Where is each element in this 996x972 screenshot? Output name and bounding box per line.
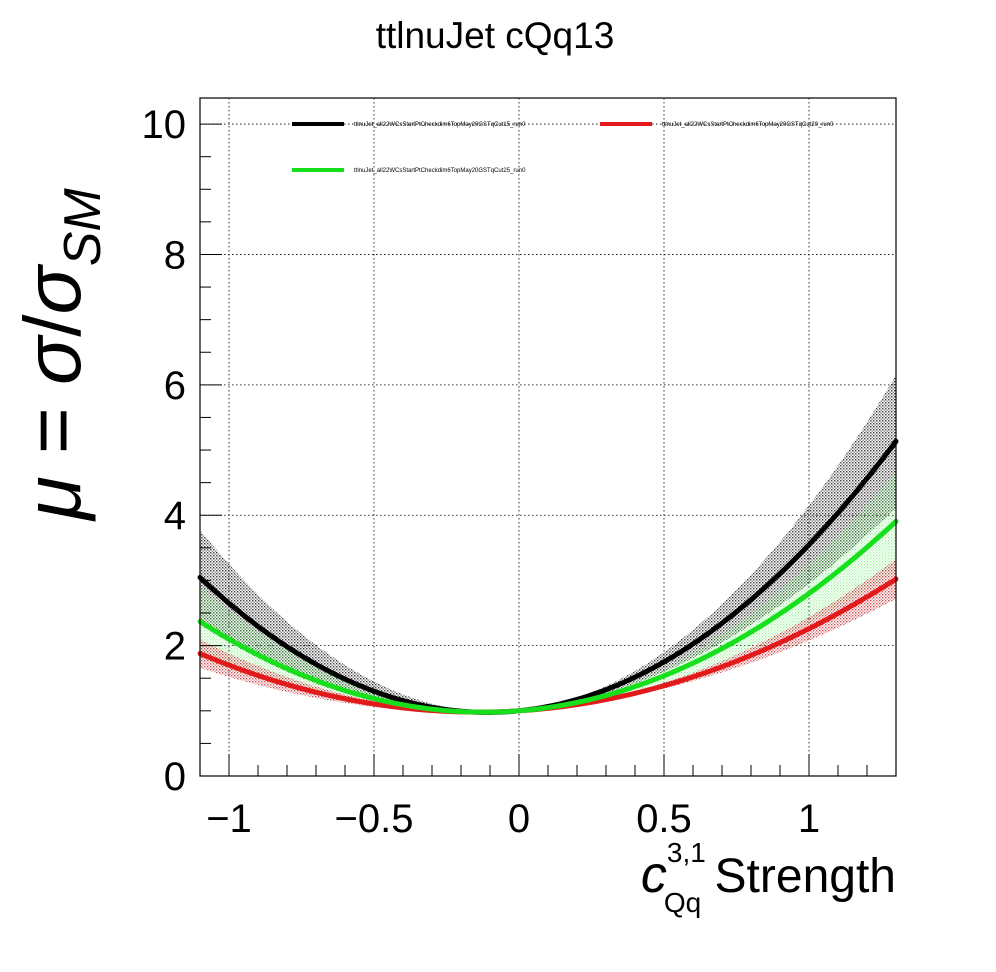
series-lines bbox=[197, 438, 899, 715]
plot-area bbox=[197, 97, 899, 777]
legend: ttlnuJet_all22WCsStartPtCheckdim6TopMay2… bbox=[292, 122, 834, 174]
legend-label: ttlnuJet_all22WCsStartPtCheckdim6TopMay2… bbox=[354, 168, 526, 174]
legend-label: ttlnuJet_all22WCsStartPtCheckdim6TopMay2… bbox=[354, 122, 526, 128]
y-tick-label: 6 bbox=[164, 364, 186, 408]
x-label-suffix: Strength bbox=[701, 850, 896, 903]
uncertainty-band bbox=[200, 375, 896, 713]
x-label-main: c bbox=[641, 846, 667, 904]
x-label-subscript: Qq bbox=[664, 887, 701, 918]
y-tick-label: 8 bbox=[164, 233, 186, 277]
y-tick-label: 2 bbox=[164, 625, 186, 669]
x-tick-label: −0.5 bbox=[335, 797, 414, 841]
x-tick-labels: −1 −0.5 0 0.5 1 bbox=[206, 797, 820, 841]
x-axis-label: c3,1 Qq Strength bbox=[641, 837, 896, 918]
y-label-sub: SM bbox=[54, 188, 112, 267]
y-tick-label: 10 bbox=[142, 103, 187, 147]
y-tick-label: 4 bbox=[164, 494, 186, 538]
axis-ticks bbox=[199, 123, 897, 777]
y-label-equals: = bbox=[8, 385, 97, 476]
x-tick-label: −1 bbox=[206, 797, 252, 841]
y-axis-label: μ = σ/σSM bbox=[8, 188, 112, 522]
y-tick-label: 0 bbox=[164, 755, 186, 799]
y-tick-labels: 0 2 4 6 8 10 bbox=[142, 103, 187, 799]
uncertainty-bands bbox=[200, 375, 896, 713]
y-label-mu: μ bbox=[8, 476, 97, 522]
chart-title: ttlnuJet cQq13 bbox=[376, 15, 615, 56]
svg-text:μ = σ/σSM: μ = σ/σSM bbox=[8, 188, 112, 522]
y-label-sigma-sm: σ bbox=[8, 264, 97, 315]
y-label-slash: / bbox=[8, 314, 97, 337]
legend-label: ttlnuJet_all22WCsStartPtCheckdim6TopMay2… bbox=[662, 122, 834, 128]
series-line bbox=[197, 518, 899, 715]
x-label-superscript: 3,1 bbox=[667, 837, 706, 868]
x-tick-label: 0.5 bbox=[636, 797, 692, 841]
uncertainty-band bbox=[200, 471, 896, 713]
y-label-sigma: σ bbox=[8, 334, 97, 385]
x-tick-label: 0 bbox=[508, 797, 530, 841]
x-tick-label: 1 bbox=[798, 797, 820, 841]
